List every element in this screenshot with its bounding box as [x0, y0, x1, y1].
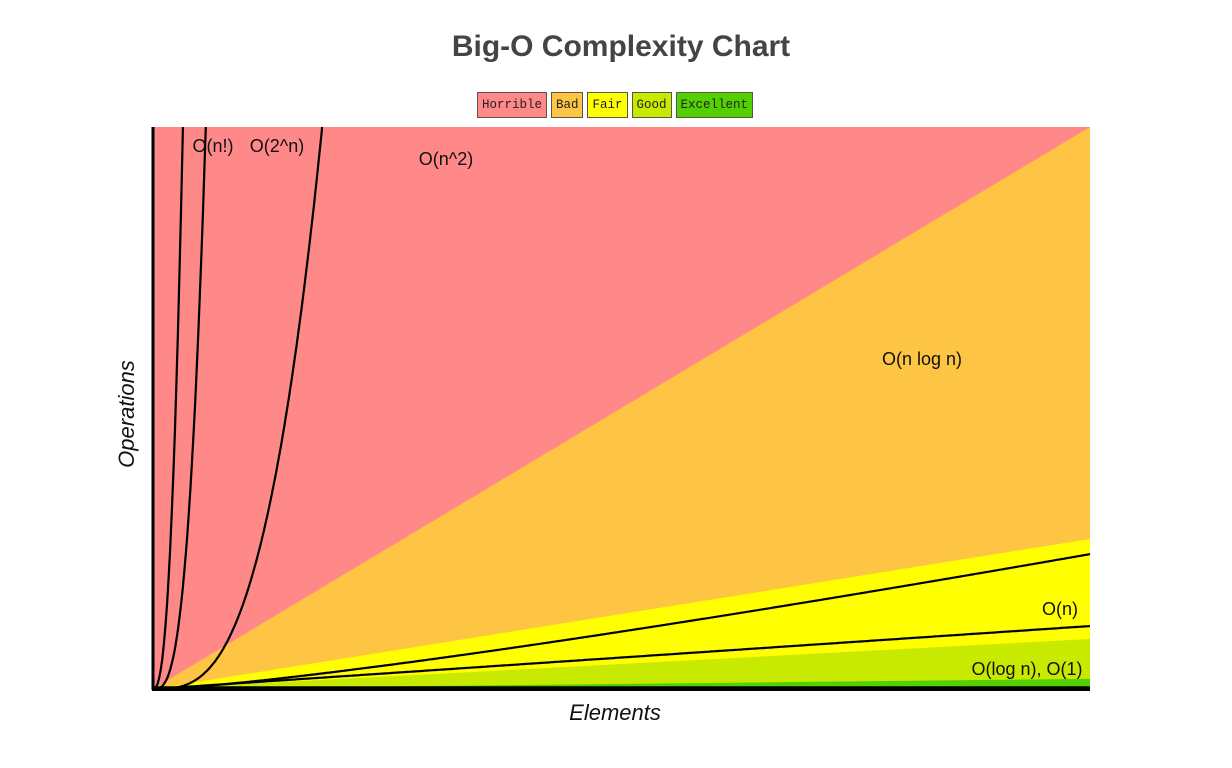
x-axis-label: Elements: [569, 700, 661, 725]
chart-legend: Horrible Bad Fair Good Excellent: [0, 92, 1230, 118]
legend-item-excellent[interactable]: Excellent: [675, 92, 754, 118]
curve-labels: O(n!) O(2^n) O(n^2) O(n log n) O(n) O(log n),…: [192, 136, 1082, 679]
legend-item-fair[interactable]: Fair: [587, 92, 628, 118]
curve-label-constant: O(log n), O(1): [971, 659, 1082, 679]
curve-linear: [152, 625, 1091, 691]
curve-nlogn: [153, 553, 1091, 691]
curve-label-quadratic: O(n^2): [419, 149, 473, 169]
curve-label-linear: O(n): [1042, 599, 1078, 619]
curve-label-nlogn: O(n log n): [882, 349, 962, 369]
curve-label-exponential: O(2^n): [250, 136, 304, 156]
legend-item-bad[interactable]: Bad: [550, 92, 584, 118]
complexity-regions: [153, 127, 1090, 689]
curve-factorial: [152, 126, 184, 691]
y-axis-label: Operations: [114, 360, 139, 468]
legend-item-horrible[interactable]: Horrible: [476, 92, 547, 118]
legend-item-good[interactable]: Good: [631, 92, 672, 118]
region-bad: [153, 127, 1090, 689]
curve-label-factorial: O(n!): [192, 136, 233, 156]
region-good: [153, 638, 1090, 689]
chart-title: Big-O Complexity Chart: [451, 30, 791, 63]
